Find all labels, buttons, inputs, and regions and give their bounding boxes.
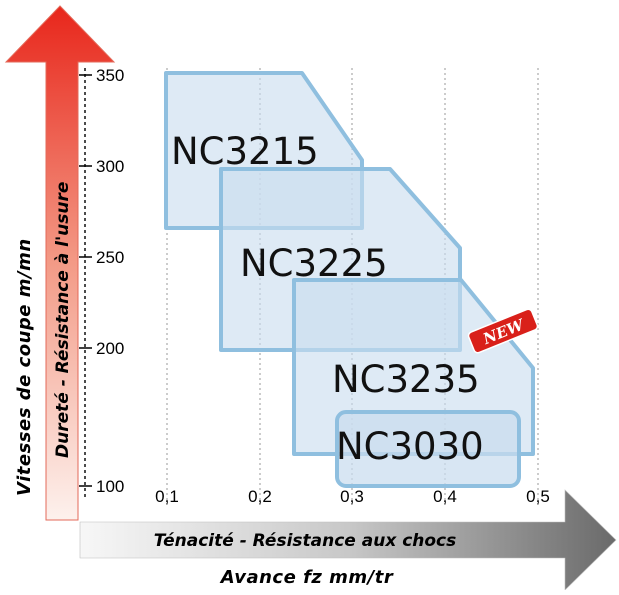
x-tick-0-1: 0,1 [155, 487, 179, 506]
y-tick-100: 100 [96, 477, 124, 496]
y-tick-350: 350 [96, 66, 124, 85]
hardness-label: Dureté - Résistance à l'usure [53, 182, 73, 458]
y-tick-200: 200 [96, 339, 124, 358]
x-tick-0-5: 0,5 [526, 487, 550, 506]
grade-label-nc3030: NC3030 [336, 425, 484, 468]
region-nc3030 [335, 410, 521, 488]
x-axis-title: Avance fz mm/tr [219, 567, 394, 588]
hardness-arrow [4, 5, 116, 521]
toughness-label: Ténacité - Résistance aux chocs [154, 531, 457, 551]
y-tick-250: 250 [96, 248, 124, 267]
x-tick-0-3: 0,3 [340, 487, 364, 506]
grade-label-nc3215: NC3215 [171, 130, 319, 173]
x-tick-0-2: 0,2 [248, 487, 272, 506]
y-tick-300: 300 [96, 157, 124, 176]
grade-label-nc3225: NC3225 [240, 242, 388, 285]
grade-label-nc3235: NC3235 [332, 358, 480, 401]
y-axis-title: Vitesses de coupe m/mn [14, 238, 35, 496]
x-tick-0-4: 0,4 [433, 487, 457, 506]
toughness-arrow [79, 489, 617, 591]
